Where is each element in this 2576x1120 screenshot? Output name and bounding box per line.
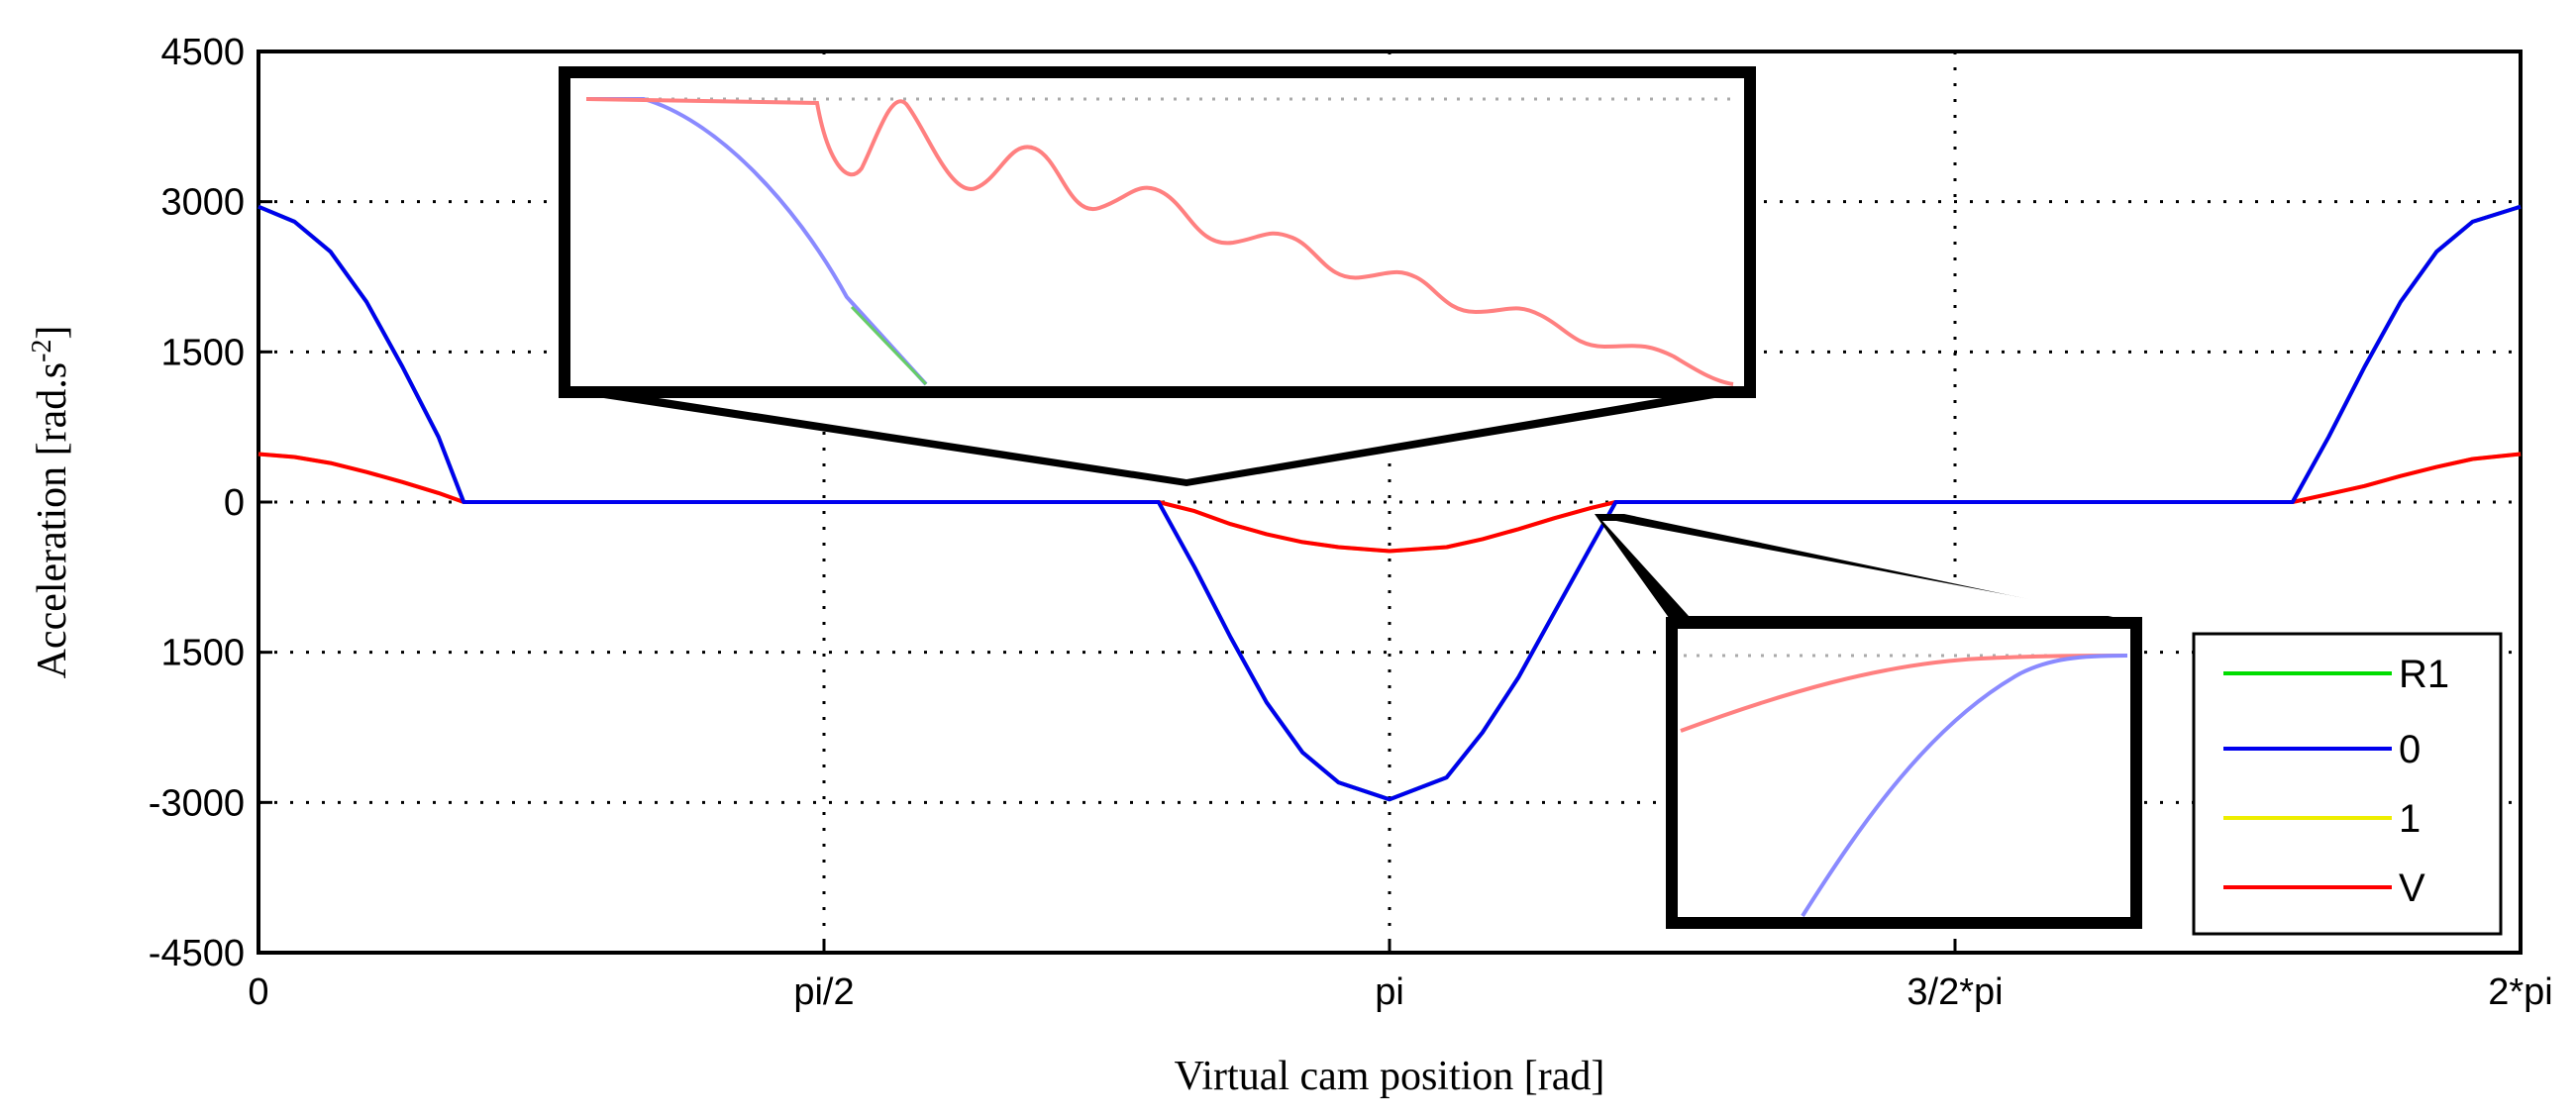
y-tick-label: 1500 (160, 332, 245, 373)
y-axis-title-main: Acceleration [rad.s (30, 362, 75, 679)
zoom-inset-top-curve-v (585, 97, 1734, 386)
legend-label-v: V (2399, 866, 2425, 910)
x-axis-ticks: 0 pi/2 pi 3/2*pi 2*pi (248, 939, 2553, 1013)
x-tick-label: 3/2*pi (1906, 971, 2003, 1013)
zoom-inset-bottom-curve-0 (1801, 654, 2128, 918)
legend: R1 0 1 V (2192, 632, 2503, 936)
zoom-inset-top-frame (559, 66, 1756, 398)
series-lines (258, 204, 2522, 802)
y-tick-label: 0 (224, 482, 245, 524)
x-tick-label: pi/2 (793, 971, 854, 1013)
y-axis-ticks: 4500 3000 1500 0 1500 -3000 -4500 (149, 32, 272, 974)
x-tick-label: 2*pi (2488, 971, 2553, 1013)
legend-box (2192, 632, 2503, 936)
zoom-inset-top-curve-r1 (850, 305, 928, 386)
y-tick-label: 1500 (160, 633, 245, 674)
y-tick-label: 4500 (160, 32, 245, 73)
y-tick-label: 3000 (160, 182, 245, 224)
x-tick-label: pi (1375, 971, 1404, 1013)
zoom-inset-bottom (1595, 514, 2142, 929)
y-axis-title-sup: -2 (27, 340, 57, 362)
legend-label-r1: R1 (2399, 653, 2449, 696)
legend-label-0: 0 (2399, 728, 2421, 771)
series-line-v (258, 452, 2522, 554)
y-tick-label: -3000 (149, 782, 245, 824)
zoom-connector-top-inner (594, 388, 1720, 479)
zoom-inset-top-curve-0 (586, 97, 928, 386)
zoom-inset-top (559, 66, 1756, 486)
y-axis-title: Acceleration [rad.s-2] (27, 326, 76, 679)
y-axis-title-close: ] (30, 326, 75, 340)
y-tick-label: -4500 (149, 933, 245, 974)
x-tick-label: 0 (248, 971, 268, 1013)
series-line-0 (258, 204, 2522, 802)
zoom-connector-bottom-inner (1602, 521, 2119, 616)
x-axis-title: Virtual cam position [rad] (1175, 1054, 1605, 1099)
legend-label-1: 1 (2399, 797, 2421, 841)
